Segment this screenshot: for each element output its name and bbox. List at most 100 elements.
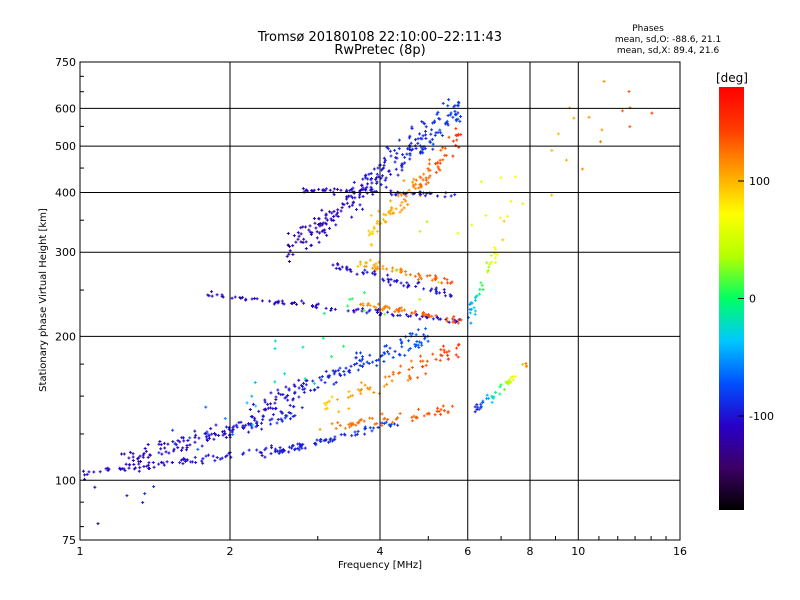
scatter-point: [420, 314, 424, 318]
scatter-point: [402, 308, 406, 312]
scatter-point: [247, 430, 251, 434]
scatter-point: [381, 308, 385, 312]
scatter-point: [494, 390, 498, 394]
scatter-point: [287, 450, 291, 454]
scatter-point: [426, 167, 430, 171]
scatter-point: [354, 423, 358, 427]
scatter-point: [423, 129, 427, 133]
scatter-point: [142, 451, 146, 455]
scatter-point: [290, 301, 294, 305]
scatter-point: [351, 201, 355, 205]
scatter-point: [350, 434, 354, 438]
scatter-point: [424, 178, 428, 182]
scatter-point: [446, 410, 450, 414]
scatter-point: [468, 307, 472, 311]
scatter-point: [446, 281, 450, 285]
scatter-point: [193, 429, 197, 433]
scatter-point: [416, 137, 420, 141]
scatter-point: [599, 140, 603, 144]
scatter-point: [368, 426, 372, 430]
scatter-point: [299, 226, 303, 230]
scatter-point: [440, 281, 444, 285]
scatter-point: [473, 312, 477, 316]
scatter-point: [420, 120, 424, 124]
scatter-point: [325, 218, 329, 222]
scatter-point: [350, 423, 354, 427]
scatter-point: [183, 458, 187, 462]
scatter-point: [400, 165, 404, 169]
scatter-point: [409, 359, 413, 363]
scatter-point: [320, 229, 324, 233]
scatter-point: [254, 425, 258, 429]
scatter-point: [441, 404, 445, 408]
scatter-point: [269, 422, 273, 426]
scatter-point: [317, 187, 321, 191]
scatter-point: [418, 317, 422, 321]
scatter-point: [367, 233, 371, 237]
scatter-point: [431, 317, 435, 321]
scatter-point: [479, 281, 483, 285]
scatter-point: [286, 232, 290, 236]
scatter-point: [300, 406, 304, 410]
scatter-point: [383, 312, 387, 316]
scatter-point: [445, 119, 449, 123]
scatter-point: [422, 172, 426, 176]
scatter-point: [225, 454, 229, 458]
scatter-point: [469, 321, 473, 325]
scatter-point: [296, 446, 300, 450]
scatter-point: [361, 188, 365, 192]
scatter-point: [427, 313, 431, 317]
scatter-point: [323, 401, 327, 405]
scatter-point: [200, 459, 204, 463]
scatter-point: [207, 436, 211, 440]
scatter-point: [302, 390, 306, 394]
scatter-point: [316, 302, 320, 306]
scatter-point: [304, 225, 308, 229]
scatter-point: [473, 410, 477, 414]
scatter-point: [328, 226, 332, 230]
scatter-point: [328, 210, 332, 214]
scatter-point: [373, 272, 377, 276]
scatter-point: [396, 371, 400, 375]
scatter-point: [354, 208, 358, 212]
scatter-point: [304, 383, 308, 387]
y-tick-label: 600: [55, 102, 76, 115]
scatter-point: [220, 456, 224, 460]
scatter-point: [209, 427, 213, 431]
scatter-point: [368, 353, 372, 357]
scatter-point: [244, 423, 248, 427]
scatter-point: [397, 306, 401, 310]
scatter-point: [458, 119, 462, 123]
scatter-point: [426, 181, 430, 185]
scatter-point: [499, 176, 503, 180]
scatter-point: [350, 215, 354, 219]
scatter-point: [194, 461, 198, 465]
scatter-point: [442, 276, 446, 280]
scatter-point: [247, 421, 251, 425]
scatter-point: [457, 342, 461, 346]
scatter-point: [550, 193, 554, 197]
scatter-point: [427, 169, 431, 173]
scatter-point: [506, 382, 510, 386]
scatter-point: [361, 194, 365, 198]
scatter-point: [356, 421, 360, 425]
scatter-point: [406, 378, 410, 382]
scatter-point: [327, 375, 331, 379]
scatter-point: [374, 176, 378, 180]
scatter-point: [245, 401, 249, 405]
scatter-point: [413, 311, 417, 315]
scatter-point: [412, 177, 416, 181]
scatter-point: [356, 264, 360, 268]
scatter-point: [422, 333, 426, 337]
scatter-point: [339, 433, 343, 437]
scatter-point: [428, 274, 432, 278]
scatter-point: [323, 221, 327, 225]
scatter-point: [172, 449, 176, 453]
scatter-point: [568, 106, 572, 110]
scatter-point: [123, 468, 127, 472]
scatter-point: [325, 406, 329, 410]
scatter-point: [159, 447, 163, 451]
scatter-point: [399, 338, 403, 342]
scatter-point: [446, 123, 450, 127]
